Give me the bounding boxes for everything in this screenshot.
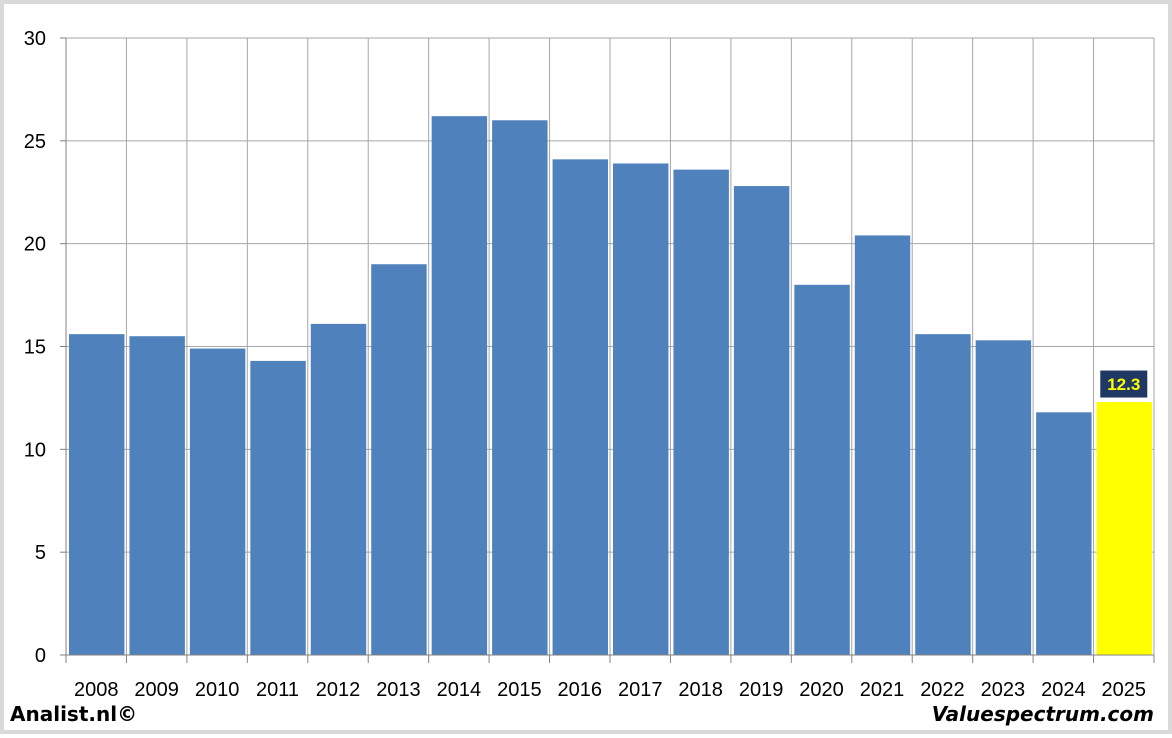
x-tick-label: 2011 bbox=[256, 679, 299, 701]
x-tick-label: 2016 bbox=[558, 679, 603, 701]
bar-2010 bbox=[189, 348, 246, 655]
y-tick-label: 10 bbox=[24, 439, 46, 461]
grid-lines bbox=[65, 37, 1155, 656]
bar-2011 bbox=[250, 360, 306, 655]
bar-2024 bbox=[1036, 412, 1092, 655]
x-tick-label: 2010 bbox=[195, 679, 240, 701]
footer-source-right: Valuespectrum.com bbox=[931, 702, 1154, 726]
y-tick-label: 25 bbox=[24, 131, 46, 153]
x-tick-label: 2019 bbox=[739, 679, 784, 701]
bar-2020 bbox=[794, 284, 850, 655]
x-tick-label: 2024 bbox=[1041, 679, 1086, 701]
data-label-2025: 12.3 bbox=[1107, 375, 1140, 394]
y-tick-label: 5 bbox=[35, 542, 46, 564]
bar-2009 bbox=[129, 336, 185, 655]
bar-2022 bbox=[915, 334, 971, 655]
y-tick-label: 0 bbox=[35, 645, 46, 667]
bar-2016 bbox=[552, 159, 608, 656]
bar-2012 bbox=[310, 323, 367, 655]
bar-2015 bbox=[492, 120, 548, 656]
x-tick-label: 2009 bbox=[134, 679, 179, 701]
axes bbox=[60, 37, 1155, 663]
x-tick-label: 2012 bbox=[316, 679, 361, 701]
y-tick-label: 20 bbox=[24, 234, 46, 256]
bar-2021 bbox=[854, 235, 911, 655]
x-tick-label: 2015 bbox=[497, 679, 542, 701]
bar-2023 bbox=[975, 340, 1032, 655]
y-tick-label: 15 bbox=[24, 337, 46, 359]
x-tick-label: 2020 bbox=[799, 679, 844, 701]
bar-2018 bbox=[673, 169, 729, 656]
bar-2013 bbox=[371, 264, 427, 655]
bar-2019 bbox=[733, 186, 790, 655]
x-tick-label: 2017 bbox=[618, 679, 663, 701]
y-tick-label: 30 bbox=[24, 28, 46, 50]
x-tick-label: 2018 bbox=[678, 679, 723, 701]
bar-2014 bbox=[431, 116, 488, 656]
x-tick-label: 2008 bbox=[74, 679, 119, 701]
x-tick-label: 2025 bbox=[1102, 679, 1147, 701]
x-tick-label: 2023 bbox=[981, 679, 1026, 701]
x-tick-label: 2014 bbox=[437, 679, 482, 701]
x-tick-label: 2021 bbox=[860, 679, 905, 701]
data-label-box bbox=[1099, 369, 1149, 399]
bars bbox=[69, 116, 1152, 656]
bar-2025 bbox=[1096, 402, 1152, 655]
x-tick-label: 2013 bbox=[376, 679, 421, 701]
footer-source-left: Analist.nl© bbox=[10, 702, 138, 726]
bar-2008 bbox=[69, 334, 125, 655]
x-tick-label: 2022 bbox=[920, 679, 965, 701]
bar-2017 bbox=[613, 163, 669, 655]
